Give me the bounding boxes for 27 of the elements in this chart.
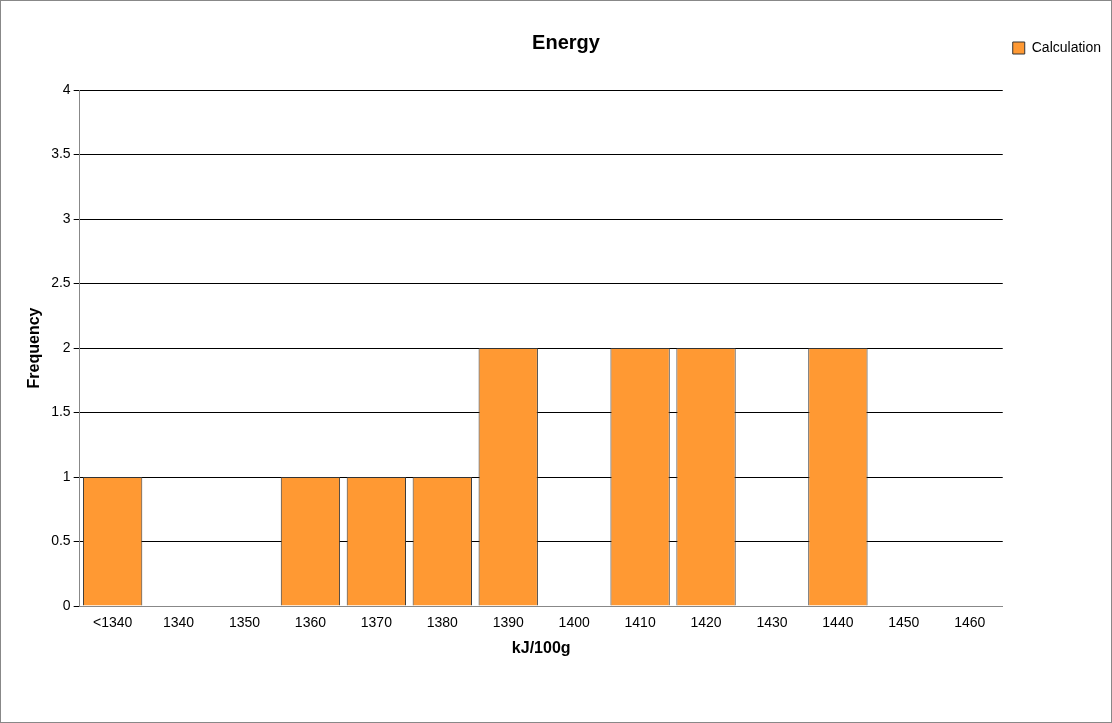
x-tick-label: 1380	[426, 614, 459, 631]
x-tick-label: 1440	[822, 614, 854, 631]
x-tick-label: 1350	[228, 614, 261, 631]
x-tick-label: 1460	[954, 614, 986, 631]
x-tick-label: 1370	[360, 614, 393, 631]
y-tick-label: 3	[62, 209, 71, 226]
x-tick-label: <1340	[92, 614, 133, 631]
x-tick-label: 1340	[162, 614, 195, 631]
y-tick-label: 3.5	[51, 145, 71, 162]
chart-title: Energy	[532, 30, 601, 53]
legend-label: Calculation	[1031, 38, 1101, 55]
y-tick-label: 0.5	[51, 532, 71, 549]
y-tick-label: 2	[62, 338, 71, 355]
y-tick-label: 2.5	[51, 274, 71, 291]
y-tick-label: 4	[62, 80, 71, 97]
y-tick-label: 1.5	[51, 403, 71, 420]
x-tick-label: 1430	[756, 614, 788, 631]
y-tick-label: 0	[62, 596, 71, 613]
x-tick-label: 1400	[558, 614, 590, 631]
x-tick-label: 1450	[888, 614, 920, 631]
x-axis-title: kJ/100g	[511, 638, 571, 656]
x-tick-label: 1390	[492, 614, 525, 631]
y-axis-title: Frequency	[25, 307, 43, 389]
x-tick-label: 1410	[624, 614, 656, 631]
x-tick-label: 1420	[690, 614, 722, 631]
x-tick-label: 1360	[294, 614, 327, 631]
y-tick-label: 1	[62, 467, 71, 484]
